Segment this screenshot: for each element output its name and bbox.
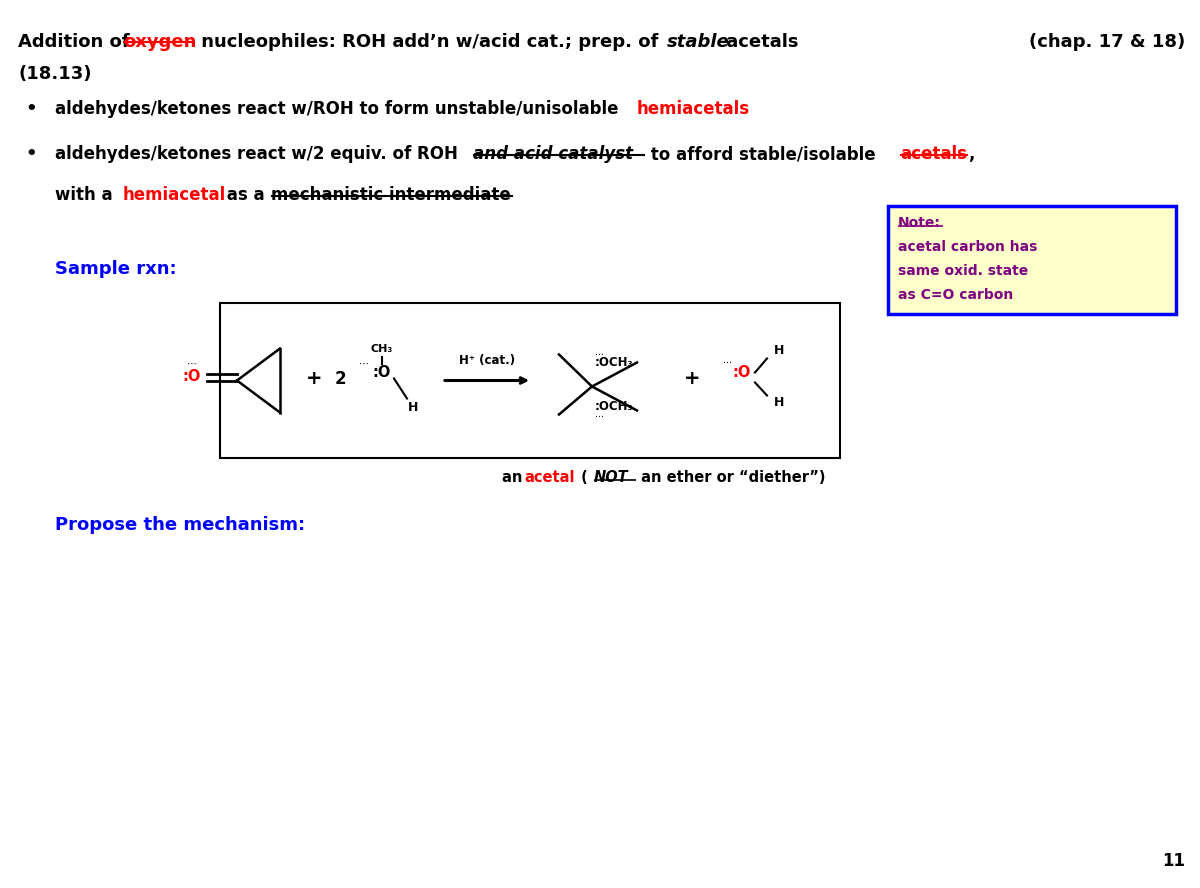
Text: (18.13): (18.13) xyxy=(18,65,91,83)
Text: as C=O carbon: as C=O carbon xyxy=(898,288,1013,302)
Text: ⋯: ⋯ xyxy=(722,358,732,367)
Text: 2: 2 xyxy=(334,369,346,387)
Text: mechanistic intermediate: mechanistic intermediate xyxy=(271,186,511,204)
Text: +: + xyxy=(684,369,701,388)
Text: 11: 11 xyxy=(1162,852,1186,870)
Text: ⋯: ⋯ xyxy=(595,350,604,359)
Bar xyxy=(888,206,1176,314)
Text: aldehydes/ketones react w/ROH to form unstable/unisolable: aldehydes/ketones react w/ROH to form un… xyxy=(55,100,624,118)
Text: acetals: acetals xyxy=(720,33,798,51)
Text: nucleophiles: ROH add’n w/acid cat.; prep. of: nucleophiles: ROH add’n w/acid cat.; pre… xyxy=(194,33,665,51)
Text: ⋯: ⋯ xyxy=(187,359,197,369)
Text: hemiacetals: hemiacetals xyxy=(637,100,750,118)
Text: •: • xyxy=(25,100,37,118)
Text: +: + xyxy=(306,369,323,388)
Text: Sample rxn:: Sample rxn: xyxy=(55,260,176,278)
Text: Addition of: Addition of xyxy=(18,33,136,51)
Text: :O: :O xyxy=(373,365,391,380)
Text: CH₃: CH₃ xyxy=(371,344,394,353)
Text: :O: :O xyxy=(182,369,202,384)
Text: hemiacetal: hemiacetal xyxy=(124,186,227,204)
Bar xyxy=(220,303,840,458)
Text: an ether or “diether”): an ether or “diether”) xyxy=(636,470,826,485)
Text: :OCH₃: :OCH₃ xyxy=(595,400,634,413)
Text: (: ( xyxy=(576,470,588,485)
Text: aldehydes/ketones react w/2 equiv. of ROH: aldehydes/ketones react w/2 equiv. of RO… xyxy=(55,145,463,163)
Text: :OCH₃: :OCH₃ xyxy=(595,356,634,369)
Text: H: H xyxy=(408,401,418,414)
Text: H⁺ (cat.): H⁺ (cat.) xyxy=(458,354,515,367)
Text: (chap. 17 & 18): (chap. 17 & 18) xyxy=(1028,33,1186,51)
Text: acetals: acetals xyxy=(900,145,967,163)
Text: •: • xyxy=(25,145,37,163)
Text: stable: stable xyxy=(667,33,730,51)
Text: as a: as a xyxy=(221,186,270,204)
Text: same oxid. state: same oxid. state xyxy=(898,264,1028,278)
Text: H: H xyxy=(774,344,784,357)
Text: Note:: Note: xyxy=(898,216,941,230)
Text: and acid catalyst: and acid catalyst xyxy=(473,145,634,163)
Text: :O: :O xyxy=(733,365,751,380)
Text: ⋯: ⋯ xyxy=(595,412,604,421)
Text: acetal: acetal xyxy=(524,470,575,485)
Text: to afford stable/isolable: to afford stable/isolable xyxy=(646,145,881,163)
Text: with a: with a xyxy=(55,186,119,204)
Text: H: H xyxy=(774,396,784,409)
Text: Propose the mechanism:: Propose the mechanism: xyxy=(55,516,305,534)
Text: ,: , xyxy=(968,145,974,163)
Text: acetal carbon has: acetal carbon has xyxy=(898,240,1037,254)
Text: ⋯: ⋯ xyxy=(359,359,368,369)
Text: an: an xyxy=(502,470,528,485)
Text: NOT: NOT xyxy=(594,470,629,485)
Text: oxygen: oxygen xyxy=(124,33,197,51)
